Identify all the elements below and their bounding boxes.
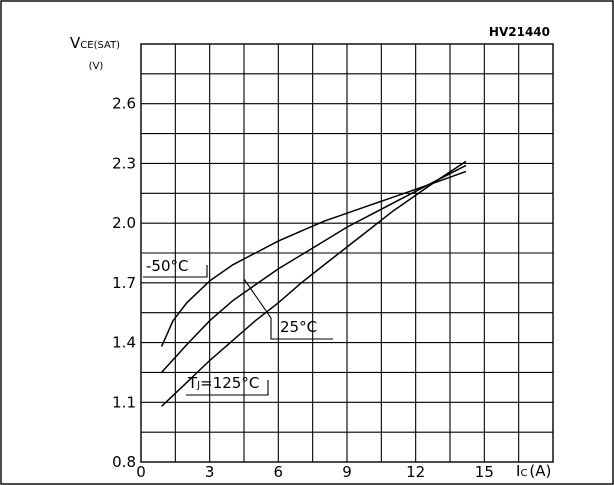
y-axis-label: VCE(SAT) [70,34,120,52]
y-tick-label: 0.8 [112,453,136,471]
y-axis-unit: (V) [89,61,104,72]
y-tick-label: 1.1 [112,393,136,411]
x-tick-label: 15 [475,463,494,481]
tick-labels: 0 3 6 9 12 15 0.8 1.1 1.4 1.7 2.0 2.3 2.6 [112,95,494,481]
x-axis-unit: (A) [529,462,551,480]
x-axis-label: IC (A) [516,462,551,480]
y-tick-label: 2.3 [112,154,136,172]
y-tick-label: 2.0 [112,214,136,232]
series-label-1: 25°C [280,318,317,336]
series-label-0: -50°C [146,257,188,275]
y-axis-label-sub: CE(SAT) [80,40,120,51]
series-label-2: TJ=125°C [187,374,259,392]
x-tick-label: 0 [136,463,146,481]
y-tick-label: 1.7 [112,274,136,292]
curves [162,161,466,406]
y-tick-label: 1.4 [112,334,136,352]
x-axis-label-sub: C [520,468,527,479]
x-tick-label: 3 [205,463,215,481]
y-tick-label: 2.6 [112,95,136,113]
x-tick-label: 6 [274,463,284,481]
x-tick-label: 12 [406,463,425,481]
curve-labels: -50°C 25°C TJ=125°C [143,257,333,395]
x-tick-label: 9 [342,463,352,481]
grid [141,44,553,462]
figure-code: HV21440 [489,25,550,39]
